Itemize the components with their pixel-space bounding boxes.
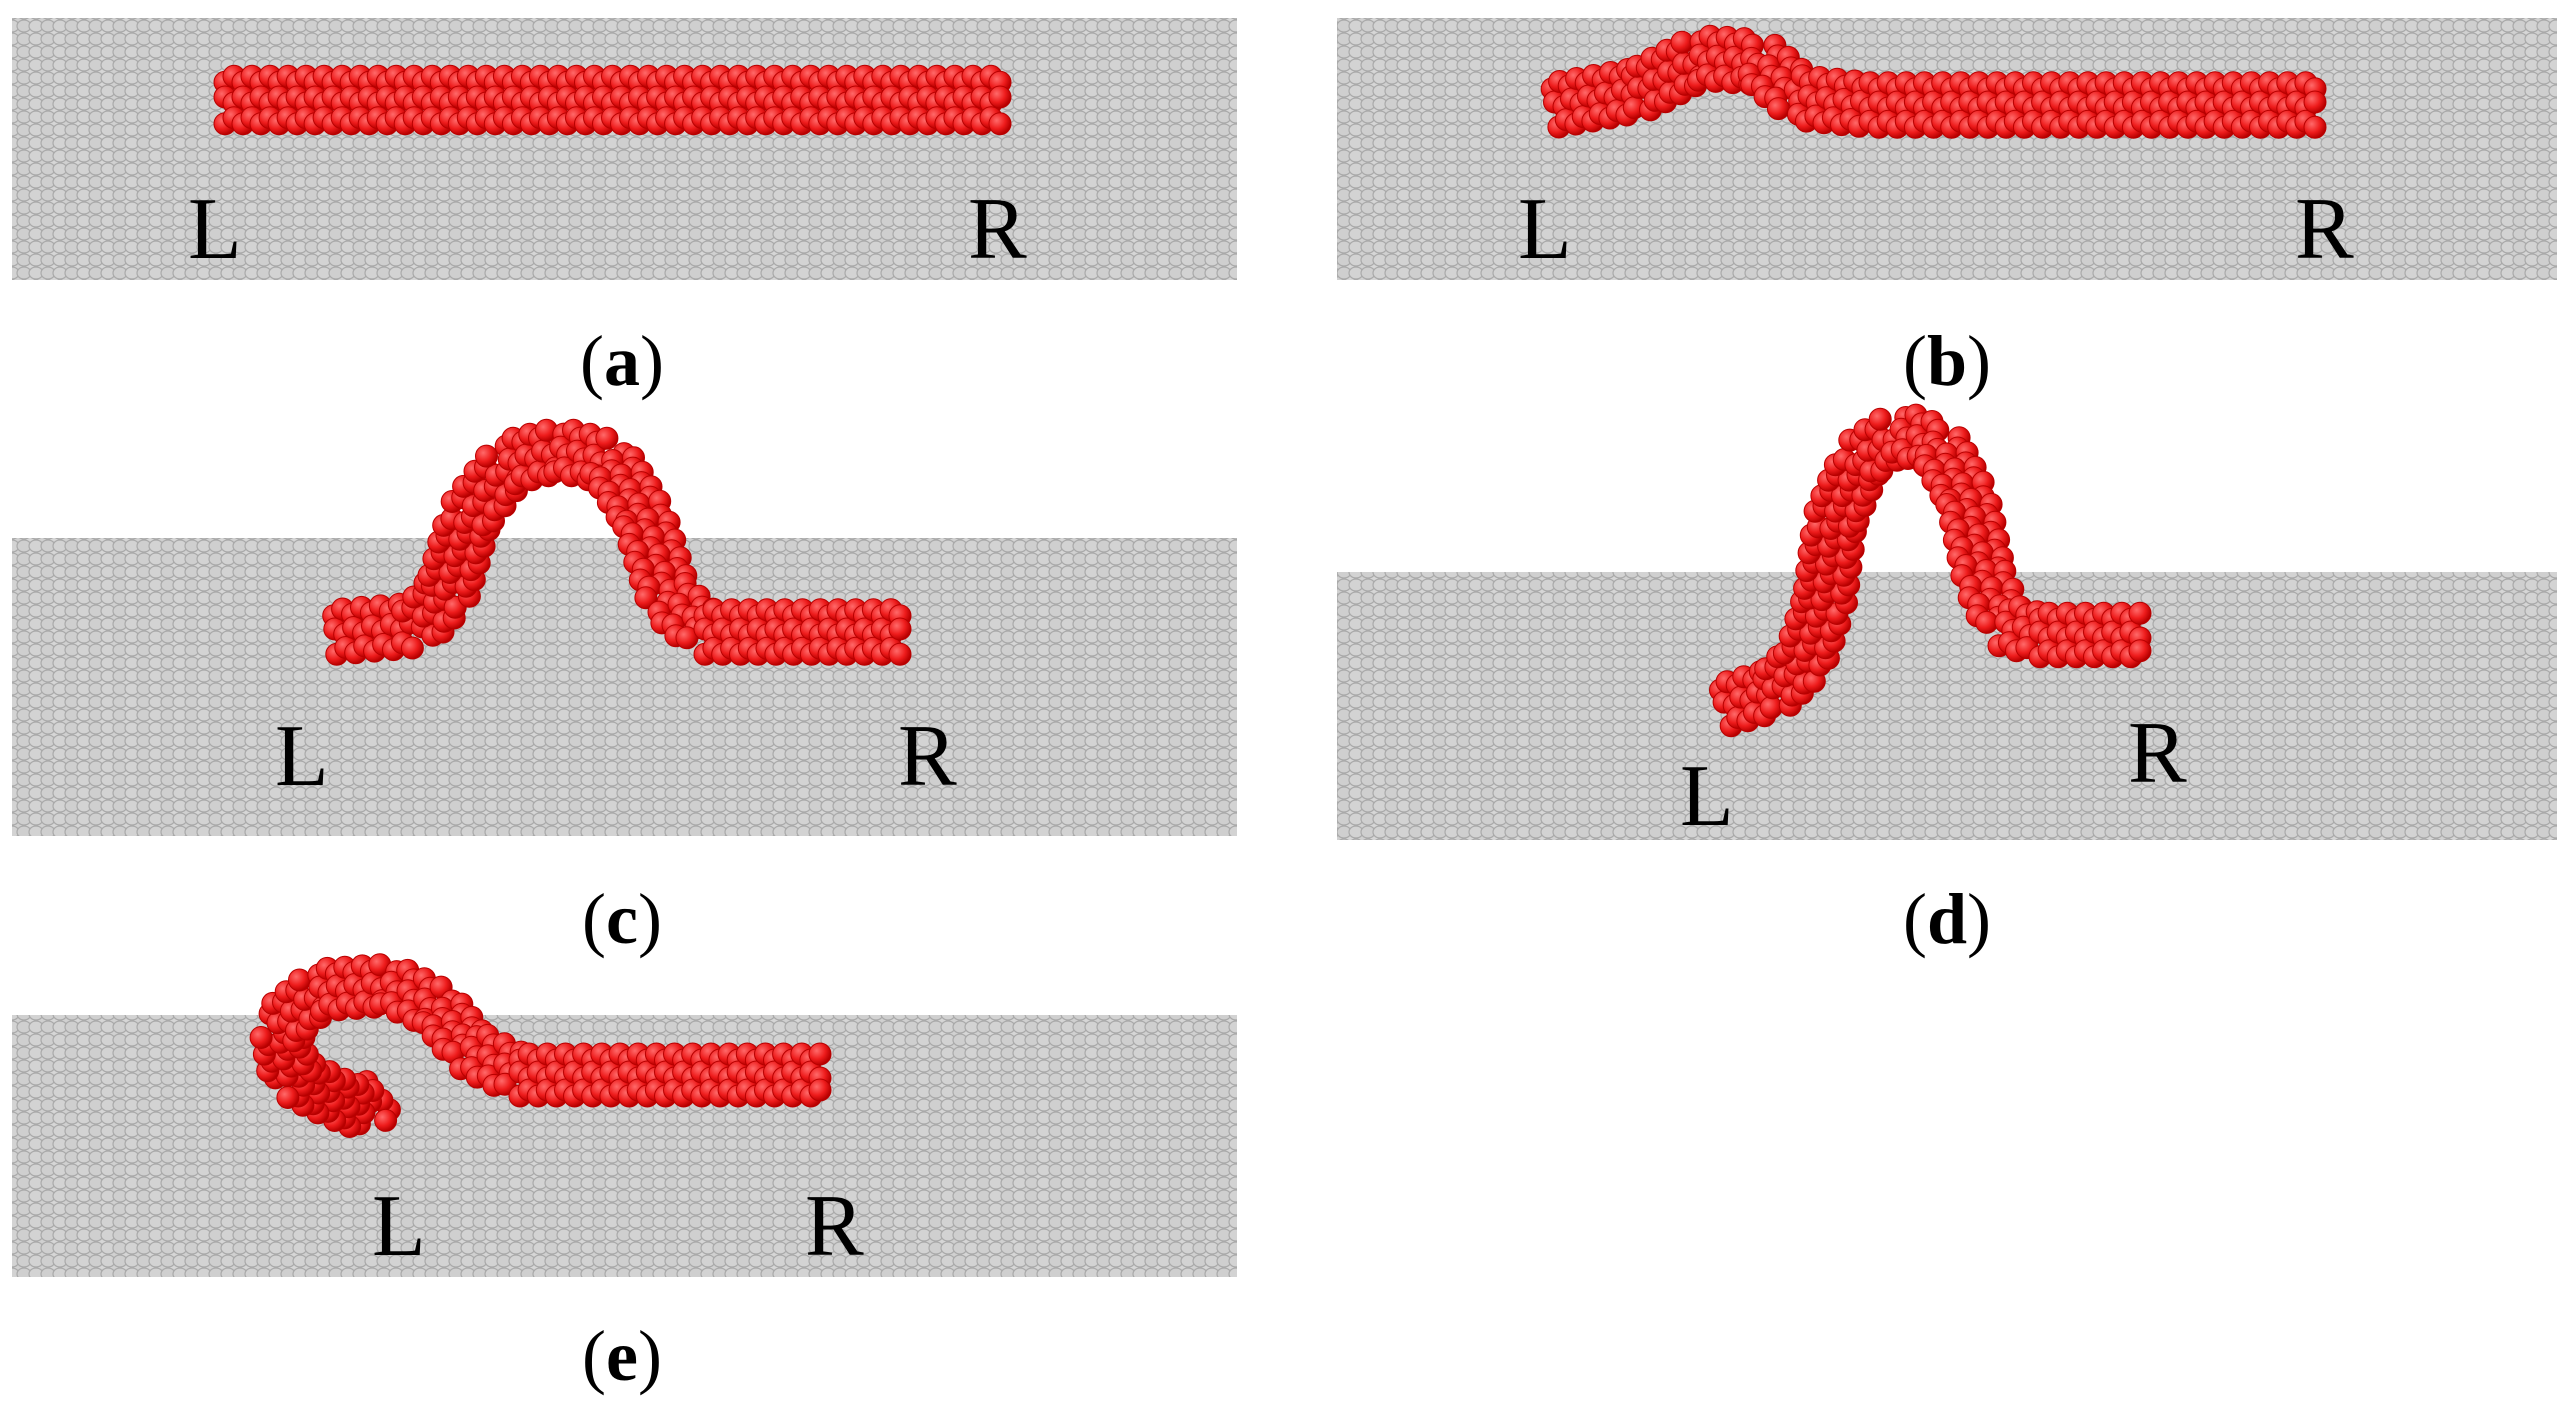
- substrate-slab-d: [1337, 572, 2557, 840]
- chain-atom: [595, 426, 619, 450]
- chain-right-end-label-d: R: [2128, 705, 2187, 802]
- chain-right-end-label-c: R: [898, 708, 957, 805]
- chain-right-end-label-e: R: [805, 1178, 864, 1275]
- panel-caption-d: (d): [1903, 879, 1991, 959]
- chain-atom: [2128, 639, 2152, 663]
- chain-atom: [2128, 601, 2152, 625]
- chain-atom: [808, 1042, 832, 1066]
- chain-atom: [1759, 696, 1783, 719]
- caption-open-paren: (: [1903, 879, 1927, 959]
- caption-letter-c: c: [606, 879, 638, 959]
- atom-chain-c: [322, 418, 912, 666]
- chain-left-end-label-b: L: [1518, 181, 1572, 278]
- panel-a: L R (a): [12, 18, 1237, 401]
- panel-e: L R (e): [12, 953, 1237, 1396]
- chain-atom: [2303, 90, 2327, 114]
- chain-left-end-label-c: L: [275, 708, 329, 805]
- substrate-slab-c: [12, 538, 1237, 836]
- chain-right-end-label-b: R: [2295, 181, 2354, 278]
- chain-left-end-label-a: L: [188, 181, 242, 278]
- caption-close-paren: ): [640, 321, 664, 401]
- chain-atom: [988, 85, 1012, 109]
- panel-c: L R (c): [12, 418, 1237, 959]
- chain-atom: [276, 1086, 300, 1109]
- panel-caption-e: (e): [582, 1316, 662, 1396]
- panel-caption-a: (a): [580, 321, 664, 401]
- panel-caption-c: (c): [582, 879, 662, 959]
- chain-atom: [1766, 97, 1790, 121]
- caption-letter-d: d: [1927, 879, 1967, 959]
- chain-atom: [808, 1078, 832, 1102]
- chain-right-end-label-a: R: [968, 181, 1027, 278]
- chain-left-end-label-e: L: [372, 1178, 426, 1275]
- atom-chain-e: [249, 953, 832, 1138]
- chain-atom: [888, 642, 912, 666]
- atom-chain-d: [1709, 403, 2152, 738]
- caption-close-paren: ): [638, 879, 662, 959]
- atom-chain-a: [213, 64, 1012, 136]
- caption-close-paren: ): [1967, 321, 1991, 401]
- chain-atom: [2303, 115, 2327, 139]
- caption-letter-b: b: [1927, 321, 1967, 401]
- chain-atom: [475, 444, 498, 468]
- caption-open-paren: (: [1903, 321, 1927, 401]
- atom-chain-b: [1540, 24, 2327, 139]
- chain-atom: [988, 112, 1012, 136]
- caption-letter-a: a: [604, 321, 640, 401]
- caption-close-paren: ): [1967, 879, 1991, 959]
- panel-b: L R (b): [1337, 18, 2557, 401]
- substrate-slab-b: [1337, 18, 2557, 280]
- substrate-slab-a: [12, 18, 1237, 280]
- panel-caption-b: (b): [1903, 321, 1991, 401]
- chain-atom: [400, 636, 424, 660]
- chain-atom: [888, 617, 912, 641]
- caption-open-paren: (: [580, 321, 604, 401]
- chain-atom: [634, 586, 658, 610]
- panel-d: L R (d): [1337, 403, 2557, 959]
- caption-open-paren: (: [582, 879, 606, 959]
- chain-atom: [288, 968, 311, 992]
- chain-left-end-label-d: L: [1680, 748, 1734, 845]
- chain-atom: [249, 1026, 273, 1049]
- chain-atom: [1868, 407, 1892, 431]
- chain-atom: [374, 1108, 398, 1132]
- caption-open-paren: (: [582, 1316, 606, 1396]
- caption-letter-e: e: [606, 1316, 638, 1396]
- caption-close-paren: ): [638, 1316, 662, 1396]
